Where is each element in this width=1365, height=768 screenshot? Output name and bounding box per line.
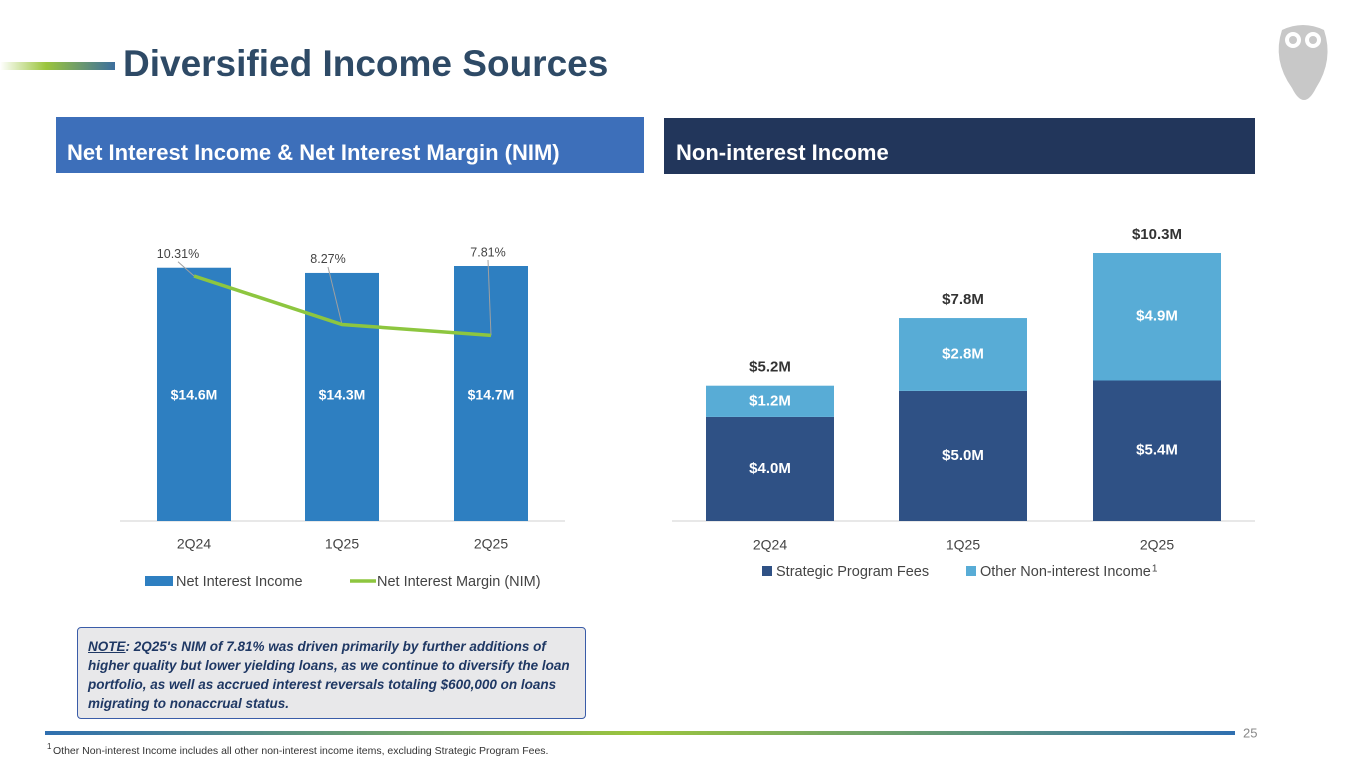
data-label: 10.31% xyxy=(157,247,199,261)
total-label: $7.8M xyxy=(942,291,984,308)
x-tick-label: 1Q25 xyxy=(325,536,359,552)
data-label: $14.7M xyxy=(468,387,515,403)
data-label: $1.2M xyxy=(749,392,791,409)
leader-line xyxy=(487,259,492,336)
bar xyxy=(157,267,231,521)
bar-segment xyxy=(1093,253,1221,381)
leader-line xyxy=(177,261,195,277)
note-box: NOTE: 2Q25's NIM of 7.81% was driven pri… xyxy=(77,627,586,719)
data-label: $14.6M xyxy=(171,387,218,403)
bar-segment xyxy=(899,390,1027,521)
panel-title: Non-interest Income xyxy=(676,140,889,165)
legend-label: Other Non-interest Income xyxy=(980,564,1151,580)
data-label: 8.27% xyxy=(310,252,345,266)
bar xyxy=(454,266,528,521)
legend-swatch xyxy=(762,566,772,576)
bar-segment xyxy=(1093,380,1221,521)
title-accent xyxy=(0,62,115,70)
x-tick-label: 2Q24 xyxy=(753,537,787,553)
footnote: Other Non-interest Income includes all o… xyxy=(53,745,548,757)
data-label: 7.81% xyxy=(470,245,505,259)
leader-line xyxy=(327,266,343,325)
data-label: $2.8M xyxy=(942,345,984,362)
data-label: $4.9M xyxy=(1136,308,1178,325)
legend-label: Strategic Program Fees xyxy=(776,564,929,580)
footnote-marker: 1 xyxy=(47,742,52,751)
note-label: NOTE xyxy=(88,639,126,654)
page-number: 25 xyxy=(1243,725,1257,740)
logo xyxy=(1278,25,1328,100)
legend-swatch xyxy=(966,566,976,576)
legend-swatch xyxy=(145,576,173,586)
total-label: $10.3M xyxy=(1132,226,1182,243)
line-series xyxy=(193,274,492,338)
data-label: $14.3M xyxy=(319,387,366,403)
bar-segment xyxy=(706,416,834,521)
x-tick-label: 2Q25 xyxy=(474,536,508,552)
data-label: $5.4M xyxy=(1136,442,1178,459)
x-tick-label: 1Q25 xyxy=(946,537,980,553)
legend-label: Net Interest Income xyxy=(176,574,303,590)
data-label: $5.0M xyxy=(942,447,984,464)
bar-segment xyxy=(706,385,834,417)
slide-title: Diversified Income Sources xyxy=(123,43,608,84)
bar xyxy=(305,272,379,521)
data-label: $4.0M xyxy=(749,460,791,477)
legend-label: Net Interest Margin (NIM) xyxy=(377,574,541,590)
note-text: : 2Q25's NIM of 7.81% was driven primari… xyxy=(88,639,570,711)
panel-title: Net Interest Income & Net Interest Margi… xyxy=(67,140,560,165)
panel-header xyxy=(56,117,644,173)
total-label: $5.2M xyxy=(749,359,791,376)
legend-note-marker: 1 xyxy=(1152,564,1158,575)
panel-header xyxy=(664,118,1255,174)
x-tick-label: 2Q25 xyxy=(1140,537,1174,553)
footer-rule xyxy=(45,731,1235,735)
bar-segment xyxy=(899,318,1027,391)
x-tick-label: 2Q24 xyxy=(177,536,211,552)
